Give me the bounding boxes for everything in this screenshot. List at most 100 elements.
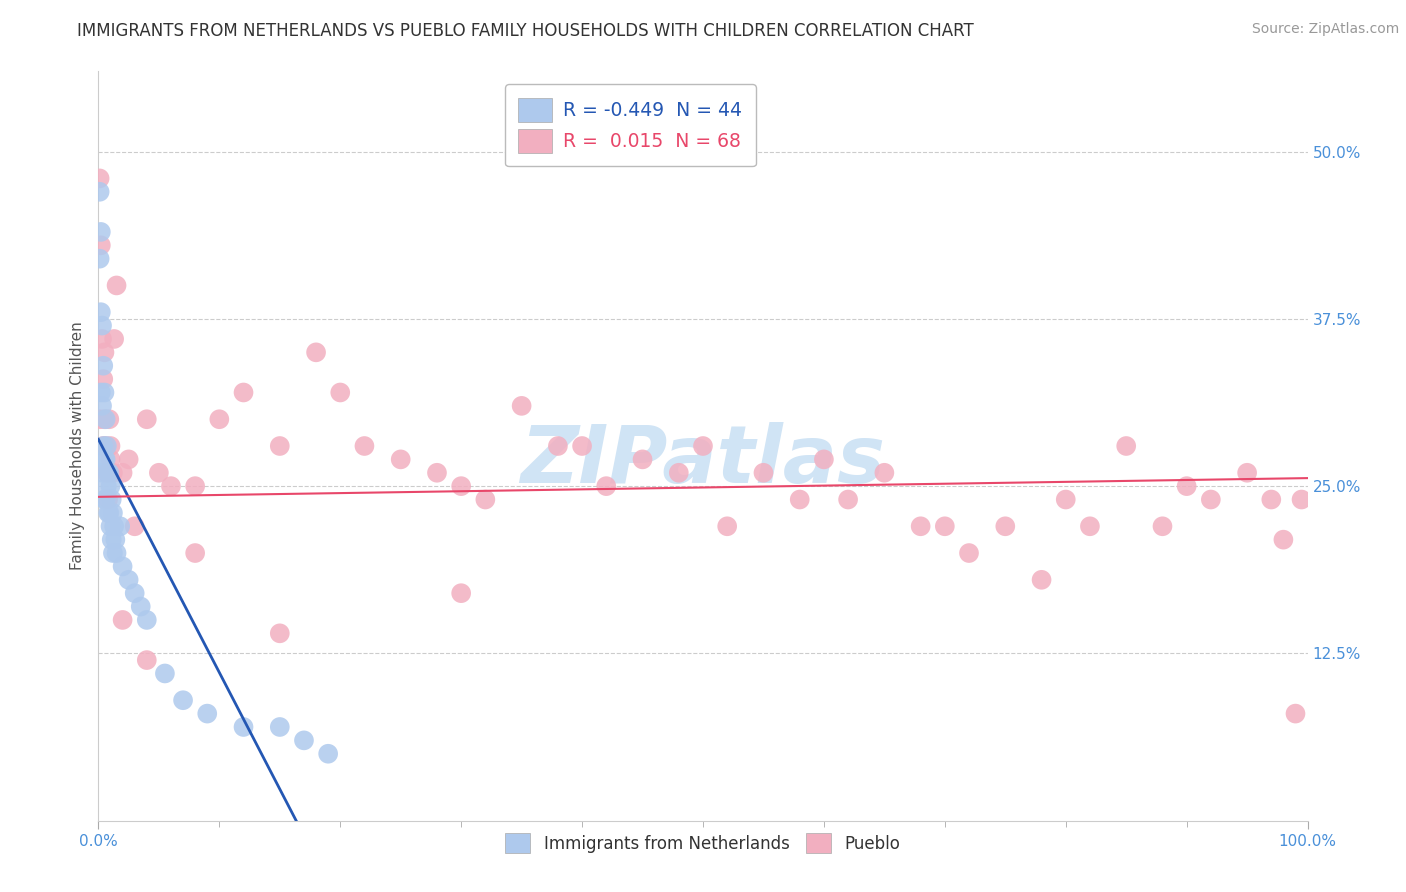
Y-axis label: Family Households with Children: Family Households with Children (69, 322, 84, 570)
Legend: Immigrants from Netherlands, Pueblo: Immigrants from Netherlands, Pueblo (498, 825, 908, 861)
Point (108, 519, 131, 533)
Point (91, 372, 114, 386)
Point (100, 439, 122, 453)
Point (129, 599, 152, 614)
Point (389, 452, 412, 467)
Point (101, 466, 124, 480)
Point (232, 720, 254, 734)
Point (91, 359, 114, 373)
Point (994, 519, 1017, 533)
Point (269, 439, 291, 453)
Point (153, 666, 176, 681)
Point (934, 519, 956, 533)
Point (1078, 519, 1101, 533)
Point (98, 506, 121, 520)
Point (98, 412, 121, 426)
Point (474, 492, 496, 507)
Point (89, 185, 111, 199)
Point (100, 492, 122, 507)
Point (96, 479, 118, 493)
Point (631, 452, 654, 467)
Point (1054, 492, 1077, 507)
Point (1175, 479, 1198, 493)
Point (160, 479, 183, 493)
Point (1291, 492, 1313, 507)
Text: ZIPatlas: ZIPatlas (520, 422, 886, 500)
Point (184, 546, 207, 560)
Point (910, 519, 932, 533)
Point (135, 613, 157, 627)
Point (668, 466, 690, 480)
Point (124, 519, 146, 533)
Point (1031, 573, 1053, 587)
Point (232, 385, 254, 400)
Point (104, 533, 127, 547)
Point (195, 706, 218, 721)
Point (100, 452, 122, 467)
Point (1260, 492, 1282, 507)
Point (118, 452, 141, 467)
Point (269, 626, 291, 640)
Point (103, 519, 125, 533)
Point (305, 345, 328, 359)
Point (96, 466, 118, 480)
Point (813, 452, 835, 467)
Point (101, 506, 124, 520)
Point (90, 385, 112, 400)
Point (789, 492, 811, 507)
Point (184, 479, 207, 493)
Point (716, 519, 738, 533)
Point (97, 506, 120, 520)
Point (91, 332, 114, 346)
Point (93, 345, 115, 359)
Point (1115, 439, 1137, 453)
Point (94, 439, 117, 453)
Point (172, 693, 194, 707)
Point (1152, 519, 1174, 533)
Point (97, 492, 120, 507)
Point (752, 466, 775, 480)
Point (100, 479, 122, 493)
Point (93, 385, 115, 400)
Point (94, 412, 117, 426)
Point (426, 466, 449, 480)
Point (873, 466, 896, 480)
Point (957, 546, 980, 560)
Point (292, 733, 315, 747)
Point (1199, 492, 1222, 507)
Point (89, 412, 111, 426)
Point (91, 439, 114, 453)
Point (111, 559, 134, 574)
Point (510, 399, 533, 413)
Point (89, 252, 111, 266)
Point (208, 412, 231, 426)
Point (91, 399, 114, 413)
Point (148, 466, 170, 480)
Point (353, 439, 375, 453)
Point (105, 546, 128, 560)
Point (450, 586, 472, 600)
Point (105, 278, 128, 293)
Point (94, 452, 117, 467)
Point (98, 466, 121, 480)
Point (595, 479, 617, 493)
Point (135, 412, 157, 426)
Point (111, 466, 134, 480)
Point (96, 439, 118, 453)
Point (111, 613, 134, 627)
Point (571, 439, 593, 453)
Point (329, 385, 352, 400)
Point (450, 479, 472, 493)
Point (93, 412, 115, 426)
Point (316, 747, 339, 761)
Point (94, 492, 117, 507)
Point (1272, 533, 1295, 547)
Point (101, 546, 124, 560)
Point (692, 439, 714, 453)
Point (91, 466, 114, 480)
Point (91, 439, 114, 453)
Point (100, 533, 122, 547)
Point (100, 519, 122, 533)
Point (93, 492, 115, 507)
Point (124, 586, 146, 600)
